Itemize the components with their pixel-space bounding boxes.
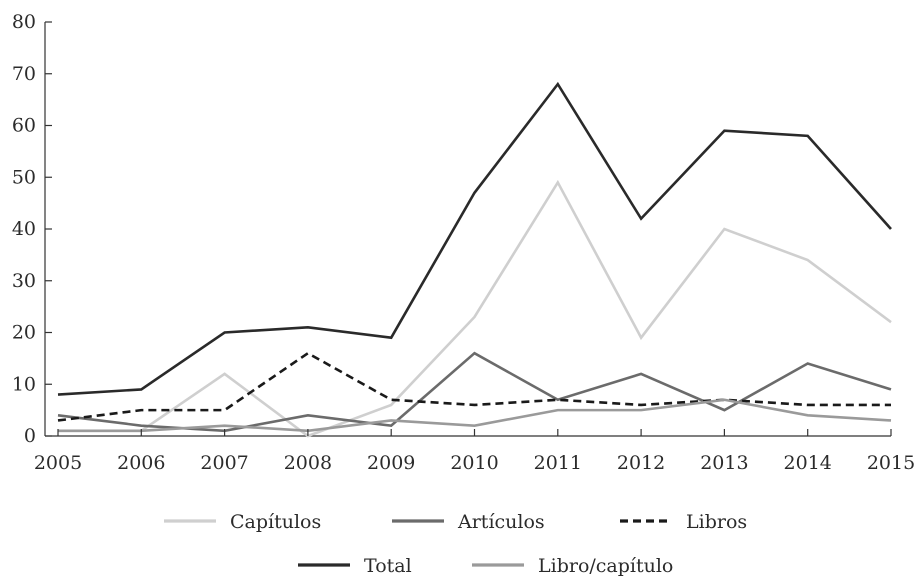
y-axis-ticks: 0 10 20 30 40 50 60 70 80 bbox=[12, 11, 52, 447]
y-tick-label: 80 bbox=[12, 11, 36, 33]
y-tick-label: 0 bbox=[24, 425, 36, 447]
x-tick-label: 2011 bbox=[534, 452, 582, 474]
y-tick-label: 50 bbox=[12, 166, 36, 188]
legend-item: Capítulos bbox=[164, 511, 321, 533]
y-tick-label: 70 bbox=[12, 63, 36, 85]
y-tick-label: 20 bbox=[12, 322, 36, 344]
axes bbox=[44, 22, 891, 437]
x-tick-label: 2012 bbox=[617, 452, 665, 474]
x-tick-label: 2005 bbox=[34, 452, 82, 474]
y-tick-label: 30 bbox=[12, 270, 36, 292]
x-tick-label: 2008 bbox=[284, 452, 332, 474]
legend-label: Libro/capítulo bbox=[538, 555, 673, 577]
series-line-4 bbox=[57, 81, 892, 396]
x-tick-label: 2010 bbox=[450, 452, 498, 474]
series-line-2 bbox=[57, 351, 892, 433]
y-tick-label: 60 bbox=[12, 115, 36, 137]
legend-item: Artículos bbox=[392, 511, 545, 533]
legend-item: Total bbox=[298, 555, 412, 577]
x-axis-ticks: 2005 2006 2007 2008 2009 2010 2011 2012 2013 2014… bbox=[34, 429, 915, 474]
legend-item: Libro/capítulo bbox=[472, 555, 673, 577]
legend-label: Artículos bbox=[457, 511, 545, 533]
y-tick-label: 40 bbox=[12, 218, 36, 240]
x-tick-label: 2013 bbox=[700, 452, 748, 474]
x-tick-label: 2015 bbox=[867, 452, 915, 474]
legend-label: Libros bbox=[686, 511, 747, 533]
series-lines bbox=[57, 81, 892, 438]
x-tick-label: 2009 bbox=[367, 452, 415, 474]
legend: Capítulos Artículos Libros Total Libro/capít… bbox=[164, 511, 747, 577]
y-tick-label: 10 bbox=[12, 373, 36, 395]
x-tick-label: 2014 bbox=[784, 452, 832, 474]
series-line-5 bbox=[58, 398, 892, 433]
legend-item: Libros bbox=[620, 511, 747, 533]
x-tick-label: 2007 bbox=[200, 452, 248, 474]
series-line-1 bbox=[58, 179, 892, 438]
legend-label: Total bbox=[364, 555, 412, 577]
x-tick-label: 2006 bbox=[117, 452, 165, 474]
series-line-3 bbox=[57, 351, 891, 422]
legend-label: Capítulos bbox=[230, 511, 321, 533]
